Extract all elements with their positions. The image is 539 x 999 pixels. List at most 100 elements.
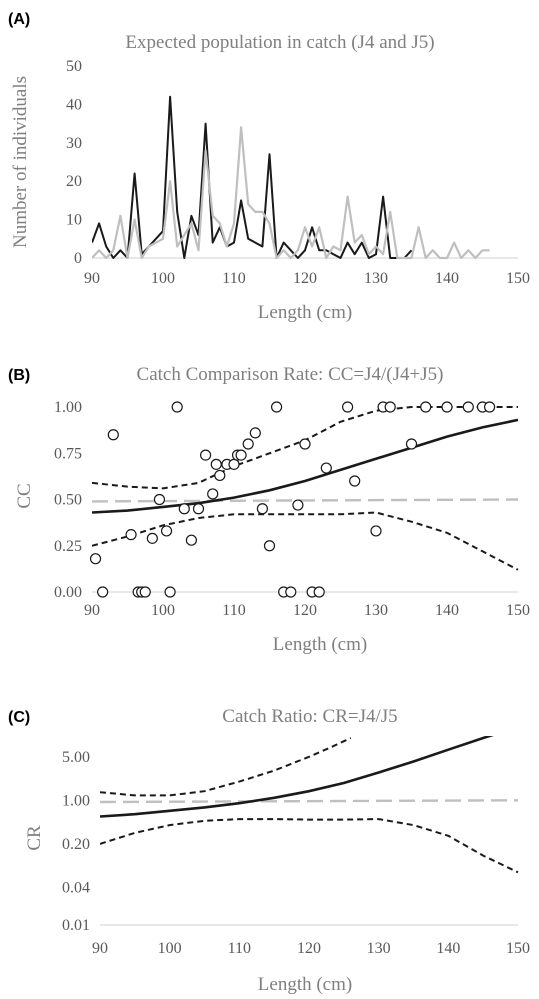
data-point <box>235 449 247 461</box>
x-tick-label: 100 <box>158 940 182 957</box>
x-tick-label: 150 <box>506 270 530 287</box>
panel-a-y-axis-label: Number of individuals <box>10 76 31 248</box>
x-tick-label: 90 <box>84 270 100 287</box>
data-point <box>185 534 197 546</box>
panel-a-title: Expected population in catch (J4 and J5) <box>125 32 434 53</box>
data-point <box>107 429 119 441</box>
data-point <box>349 475 361 487</box>
data-point <box>200 449 212 461</box>
data-point <box>462 401 474 413</box>
data-point <box>292 499 304 511</box>
y-tick-label: 0.75 <box>54 445 82 462</box>
x-tick-label: 110 <box>228 940 251 957</box>
data-point <box>405 438 418 450</box>
panel-b-y-axis-label: CC <box>14 483 35 508</box>
x-tick-label: 150 <box>506 940 530 957</box>
panel-c-x-ticks: 90 100 110 120 130 140 150 <box>92 940 530 957</box>
y-tick-label: 20 <box>66 173 82 190</box>
x-tick-label: 140 <box>435 602 459 619</box>
y-tick-label: 50 <box>66 58 82 75</box>
y-tick-label: 0.20 <box>62 836 90 853</box>
panel-a-y-ticks: 0 10 20 30 40 50 <box>66 58 82 267</box>
panel-a-plot-area <box>92 95 490 260</box>
data-point <box>178 503 190 515</box>
data-point <box>139 586 151 598</box>
y-tick-label: 10 <box>66 212 82 229</box>
data-point <box>263 540 276 552</box>
panel-c-y-axis-label: CR <box>24 825 45 851</box>
data-point <box>160 525 173 537</box>
data-point <box>146 532 158 544</box>
x-tick-label: 120 <box>293 602 317 619</box>
x-tick-label: 130 <box>367 940 391 957</box>
confidence-band-line <box>100 818 519 874</box>
x-tick-label: 100 <box>151 602 175 619</box>
data-point <box>249 427 261 439</box>
x-tick-label: 120 <box>293 270 317 287</box>
panel-b-title: Catch Comparison Rate: CC=J4/(J4+J5) <box>137 364 444 385</box>
data-point <box>192 503 205 515</box>
series-line <box>92 126 490 260</box>
panel-b-plot-area <box>89 401 519 598</box>
data-point <box>89 553 102 565</box>
panel-c-y-ticks: 0.01 0.04 0.20 1.00 5.00 <box>62 749 90 934</box>
data-point <box>210 458 222 470</box>
x-tick-label: 120 <box>297 940 321 957</box>
y-tick-label: 0.25 <box>54 538 82 555</box>
y-tick-label: 0.01 <box>62 917 90 934</box>
panel-b-x-ticks: 90 100 110 120 130 140 150 <box>84 602 530 619</box>
data-point <box>384 401 396 413</box>
x-tick-label: 140 <box>436 940 460 957</box>
y-tick-label: 0.04 <box>62 879 90 896</box>
confidence-band-line <box>92 511 519 571</box>
y-tick-label: 1.00 <box>54 399 82 416</box>
x-tick-label: 110 <box>222 270 245 287</box>
panel-a-x-axis-label: Length (cm) <box>258 302 352 323</box>
data-point <box>342 401 354 413</box>
data-point <box>164 586 176 598</box>
panel-a-chart: (A) Expected population in catch (J4 and… <box>8 11 530 323</box>
fitted-curve <box>92 418 519 514</box>
data-point <box>285 586 297 598</box>
y-tick-label: 0.00 <box>54 584 82 601</box>
data-point <box>484 401 496 413</box>
data-point <box>207 488 219 500</box>
panel-a-letter: (A) <box>8 11 30 28</box>
data-point <box>242 438 254 450</box>
confidence-band-line <box>100 737 352 797</box>
y-tick-label: 0 <box>74 250 82 267</box>
y-tick-label: 5.00 <box>62 749 90 766</box>
data-point <box>271 401 283 413</box>
x-tick-label: 130 <box>364 602 388 619</box>
panel-b-chart: (B) Catch Comparison Rate: CC=J4/(J4+J5)… <box>8 364 530 655</box>
y-tick-label: 0.50 <box>54 492 82 509</box>
y-tick-label: 40 <box>66 96 82 113</box>
panel-c-x-axis-label: Length (cm) <box>258 974 352 995</box>
panel-c-plot-area <box>100 736 519 874</box>
panel-b-y-ticks: 0.00 0.25 0.50 0.75 1.00 <box>54 399 82 601</box>
data-point <box>420 401 432 413</box>
y-tick-label: 30 <box>66 135 82 152</box>
data-point <box>299 438 311 450</box>
x-tick-label: 150 <box>506 602 530 619</box>
data-point <box>171 401 183 413</box>
panel-b-letter: (B) <box>8 367 30 384</box>
data-point <box>320 462 332 474</box>
reference-line <box>100 799 519 804</box>
data-point <box>441 401 453 413</box>
data-point <box>228 458 240 470</box>
data-point <box>214 469 226 482</box>
panel-a-x-ticks: 90 100 110 120 130 140 150 <box>84 270 530 287</box>
data-point <box>256 503 268 515</box>
data-point <box>97 586 109 598</box>
series-line <box>92 95 413 259</box>
data-point <box>125 529 137 541</box>
panel-b-x-axis-label: Length (cm) <box>273 634 367 655</box>
data-point <box>153 493 166 506</box>
panel-c-chart: (C) Catch Ratio: CR=J4/J5 CR Length (cm)… <box>8 706 530 995</box>
fitted-curve <box>100 736 494 818</box>
x-tick-label: 110 <box>222 602 245 619</box>
x-tick-label: 90 <box>92 940 108 957</box>
panel-c-letter: (C) <box>8 709 30 726</box>
